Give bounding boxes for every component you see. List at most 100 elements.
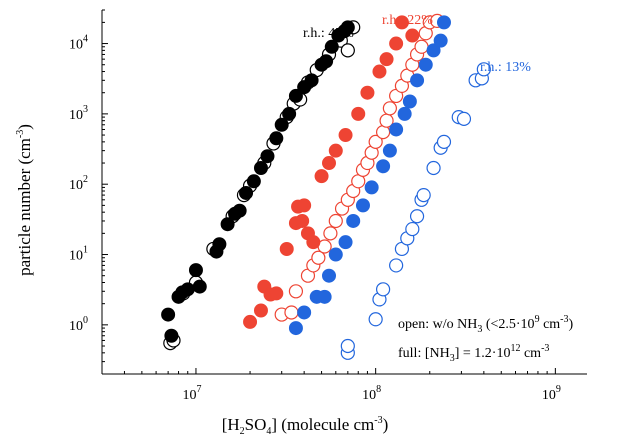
open-point <box>416 187 431 203</box>
filled-point <box>288 321 303 336</box>
open-point <box>328 213 343 229</box>
open-point <box>389 258 404 273</box>
open-point <box>340 43 355 58</box>
x-axis-label: [H2SO4] (molecule cm-3) <box>222 415 389 437</box>
filled-point <box>260 149 275 164</box>
x-tick-label: 107 <box>182 384 201 403</box>
label-rh-22: r.h.: 22% <box>382 13 433 28</box>
filled-point <box>161 307 176 322</box>
filled-point <box>220 217 235 232</box>
filled-point <box>410 73 425 88</box>
open-point <box>405 221 420 237</box>
open-point <box>368 312 383 327</box>
filled-point <box>340 20 355 35</box>
filled-point <box>324 39 339 54</box>
y-tick-label: 103 <box>69 104 88 123</box>
tick-marks <box>101 9 556 375</box>
open-point <box>340 338 355 354</box>
tick-labels: 107 108 109 100 101 102 103 104 <box>69 34 561 403</box>
filled-point <box>328 143 343 158</box>
open-point <box>311 250 326 265</box>
open-point <box>375 282 391 297</box>
filled-point <box>243 314 258 329</box>
axes <box>101 10 587 375</box>
filled-point <box>372 64 387 79</box>
y-tick-label: 101 <box>69 245 88 264</box>
filled-point <box>379 52 394 67</box>
filled-point <box>282 106 297 121</box>
x-tick-label: 109 <box>542 384 561 403</box>
series-2 <box>288 15 491 360</box>
open-point <box>284 305 299 320</box>
filled-point <box>351 106 366 121</box>
filled-point <box>426 43 441 58</box>
open-point <box>368 134 383 149</box>
open-point <box>436 134 452 149</box>
filled-point <box>360 85 375 100</box>
filled-point <box>269 286 284 301</box>
filled-point <box>394 15 409 30</box>
data-points <box>161 13 491 360</box>
series-0 <box>161 20 361 351</box>
filled-point <box>317 289 332 304</box>
filled-point <box>253 160 268 175</box>
filled-point <box>418 57 433 72</box>
open-point <box>426 160 441 176</box>
open-point <box>414 39 429 54</box>
open-point <box>382 101 397 116</box>
filled-point <box>389 122 404 137</box>
filled-point <box>297 198 312 213</box>
filled-point <box>164 328 179 343</box>
filled-point <box>314 169 329 184</box>
filled-point <box>436 15 451 30</box>
filled-point <box>192 279 207 294</box>
filled-point <box>295 213 310 228</box>
filled-point <box>322 268 337 283</box>
filled-point <box>382 143 397 158</box>
filled-point <box>319 54 334 69</box>
filled-point <box>274 117 289 132</box>
filled-point <box>180 282 195 297</box>
note-open-symbols: open: w/o NH3 (<2.5·109 cm-3) <box>398 314 574 335</box>
filled-point <box>322 156 337 171</box>
filled-point <box>364 180 379 195</box>
y-tick-label: 104 <box>69 34 88 53</box>
filled-point <box>389 36 404 51</box>
filled-point <box>188 263 203 278</box>
note-full-symbols: full: [NH3] = 1.2·1012 cm-3 <box>398 343 549 364</box>
filled-point <box>397 106 412 121</box>
label-rh-13: r.h.: 13% <box>480 60 531 75</box>
filled-point <box>288 88 303 103</box>
filled-point <box>253 303 268 318</box>
open-point <box>456 111 472 126</box>
filled-point <box>328 247 343 262</box>
open-point <box>323 226 338 241</box>
y-axis-label: particle number (cm-3) <box>15 124 34 276</box>
filled-point <box>338 128 353 143</box>
open-point <box>288 284 304 299</box>
filled-point <box>338 235 353 250</box>
filled-point <box>405 28 420 43</box>
filled-point <box>212 237 227 252</box>
y-tick-label: 100 <box>69 315 88 334</box>
x-tick-label: 108 <box>362 384 381 403</box>
filled-point <box>355 198 370 213</box>
open-point <box>409 209 425 224</box>
filled-point <box>279 241 294 256</box>
filled-point <box>239 185 254 200</box>
filled-point <box>297 305 312 320</box>
filled-point <box>433 33 448 48</box>
filled-point <box>246 174 261 189</box>
label-rh-47: r.h.: 47% <box>303 26 354 41</box>
filled-point <box>304 73 319 88</box>
filled-point <box>402 94 417 109</box>
y-tick-label: 102 <box>69 174 88 193</box>
filled-point <box>346 213 361 228</box>
filled-point <box>232 203 247 218</box>
series-1 <box>243 13 445 329</box>
filled-point <box>376 159 391 174</box>
filled-point <box>269 131 284 146</box>
filled-point <box>306 235 321 250</box>
open-point <box>476 62 491 77</box>
